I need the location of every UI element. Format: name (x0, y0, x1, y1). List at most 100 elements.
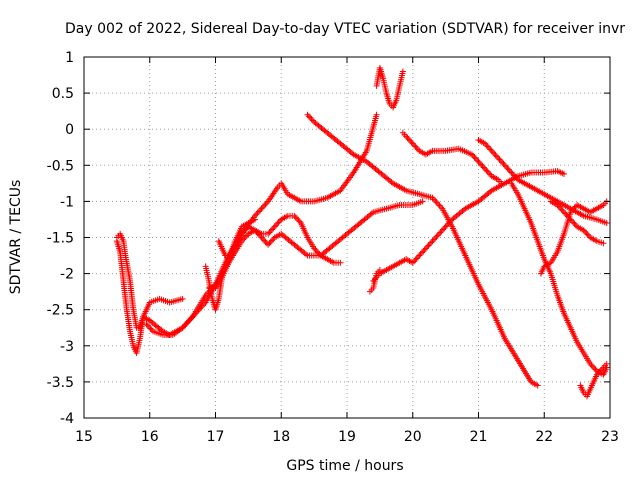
data-point (267, 238, 274, 245)
data-point (309, 117, 316, 124)
x-tick-label: 20 (404, 429, 422, 445)
data-point (438, 228, 445, 235)
data-point (255, 208, 262, 215)
series-10 (367, 266, 383, 295)
data-point (266, 240, 273, 247)
data-point (315, 249, 322, 256)
series-8 (202, 263, 226, 313)
data-point (495, 155, 502, 162)
data-point (242, 233, 249, 240)
data-point (489, 149, 496, 156)
data-point (568, 207, 575, 214)
data-point (505, 166, 512, 173)
data-point (304, 111, 311, 118)
data-point (433, 233, 440, 240)
data-point (261, 202, 268, 209)
data-point (570, 219, 577, 226)
data-point (558, 206, 565, 213)
data-point (497, 157, 504, 164)
data-point (158, 327, 165, 334)
data-point (564, 213, 571, 220)
data-point (251, 227, 258, 234)
data-point (269, 237, 276, 244)
series-15 (547, 198, 607, 247)
chart-title: Day 002 of 2022, Sidereal Day-to-day VTE… (65, 21, 625, 37)
data-point (311, 245, 318, 252)
data-point (441, 225, 448, 232)
data-point (242, 226, 249, 233)
x-axis-ticks: 15 16 17 18 19 20 21 22 23 (75, 57, 619, 445)
data-point (148, 326, 155, 333)
data-point (413, 144, 420, 151)
data-point (253, 228, 260, 235)
x-tick-label: 16 (141, 429, 159, 445)
data-point (430, 236, 437, 243)
y-axis-ticks: 1 0.5 0 -0.5 -1 -1.5 -2 -2.5 -3 -3.5 -4 (47, 50, 610, 427)
data-point (409, 259, 416, 266)
data-point (472, 155, 479, 162)
data-point (409, 140, 416, 147)
data-point (275, 219, 282, 226)
data-point (480, 164, 487, 171)
data-point (422, 245, 429, 252)
series-16 (577, 360, 610, 400)
data-point (603, 220, 610, 227)
data-point (580, 227, 587, 234)
y-tick-label: -1.5 (47, 231, 74, 247)
data-point (419, 198, 426, 205)
data-point (251, 216, 258, 223)
data-point (488, 147, 495, 154)
x-tick-label: 23 (601, 429, 619, 445)
data-point (571, 220, 578, 227)
data-point (471, 154, 478, 161)
data-point (265, 241, 272, 248)
data-point (267, 228, 274, 235)
data-point (534, 382, 541, 389)
series-14 (537, 198, 610, 277)
data-point (146, 324, 153, 331)
data-point (474, 157, 481, 164)
series-6 (205, 198, 426, 292)
data-point (445, 220, 452, 227)
data-point (484, 143, 491, 150)
data-point (368, 210, 375, 217)
data-point (294, 215, 301, 222)
y-tick-label: -2.5 (47, 303, 74, 319)
data-point (582, 228, 589, 235)
data-point (388, 179, 395, 186)
data-point (428, 239, 435, 246)
data-point (254, 209, 261, 216)
data-point (512, 173, 519, 180)
data-point (486, 170, 493, 177)
data-point (295, 217, 302, 224)
data-point (447, 217, 454, 224)
data-point (563, 212, 570, 219)
data-point (263, 199, 270, 206)
data-point (147, 325, 154, 332)
data-point (554, 202, 561, 209)
data-point (567, 209, 574, 216)
data-point (432, 235, 439, 242)
data-point (584, 231, 591, 238)
data-point (483, 142, 490, 149)
data-point (241, 228, 248, 235)
x-tick-label: 15 (75, 429, 93, 445)
data-point (568, 217, 575, 224)
data-point (266, 229, 273, 236)
data-point (259, 235, 266, 242)
data-point (429, 238, 436, 245)
data-point (562, 210, 569, 217)
data-point (484, 168, 491, 175)
data-point (255, 231, 262, 238)
y-tick-label: 0 (65, 122, 74, 138)
data-point (475, 158, 482, 165)
data-point (144, 322, 151, 329)
data-point (349, 150, 356, 157)
series-7 (215, 216, 258, 263)
data-point (560, 209, 567, 216)
x-axis-label: GPS time / hours (286, 458, 403, 474)
data-series (113, 64, 610, 400)
data-point (258, 234, 265, 241)
y-axis-label: SDTVAR / TECUs (8, 180, 24, 295)
data-point (499, 159, 506, 166)
